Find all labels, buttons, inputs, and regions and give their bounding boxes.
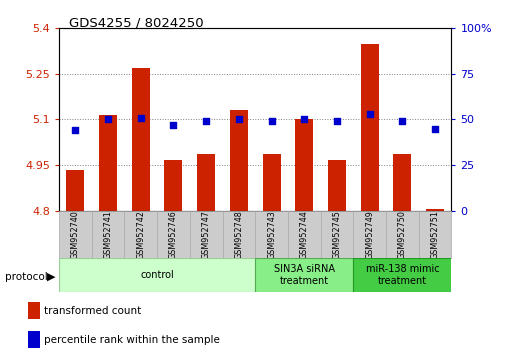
Bar [99, 115, 117, 211]
Bar [157, 211, 190, 258]
Bar [165, 160, 183, 211]
Bar [197, 154, 215, 211]
Bar [92, 211, 125, 258]
Bar [295, 120, 313, 211]
Bar [28, 302, 40, 319]
Point [431, 126, 439, 131]
Bar [59, 258, 255, 292]
Text: GDS4255 / 8024250: GDS4255 / 8024250 [69, 17, 204, 30]
Bar [328, 160, 346, 211]
Text: transformed count: transformed count [44, 306, 141, 316]
Bar [361, 44, 379, 211]
Bar [419, 211, 451, 258]
Bar [59, 211, 92, 258]
Text: GSM952744: GSM952744 [300, 210, 309, 259]
Bar [353, 211, 386, 258]
Bar [124, 211, 157, 258]
Point [235, 117, 243, 122]
Text: miR-138 mimic
treatment: miR-138 mimic treatment [366, 264, 439, 286]
Text: GSM952742: GSM952742 [136, 210, 145, 259]
Bar [28, 331, 40, 348]
Text: protocol: protocol [5, 272, 48, 282]
Point [71, 127, 80, 133]
Text: GSM952740: GSM952740 [71, 210, 80, 259]
Text: GSM952751: GSM952751 [430, 210, 440, 259]
Point [104, 117, 112, 122]
Bar [255, 211, 288, 258]
Text: GSM952750: GSM952750 [398, 210, 407, 259]
Bar [132, 68, 150, 211]
Point [267, 119, 275, 124]
Bar [66, 170, 84, 211]
Point [333, 119, 341, 124]
Bar [190, 211, 223, 258]
Text: GSM952747: GSM952747 [202, 210, 211, 259]
Bar [393, 154, 411, 211]
Text: GSM952746: GSM952746 [169, 210, 178, 259]
Text: GSM952745: GSM952745 [332, 210, 342, 259]
Bar [321, 211, 353, 258]
Bar [353, 258, 451, 292]
Text: GSM952749: GSM952749 [365, 210, 374, 259]
Point [202, 119, 210, 124]
Text: GSM952741: GSM952741 [104, 210, 112, 259]
Text: GSM952743: GSM952743 [267, 210, 276, 259]
Point [169, 122, 177, 128]
Text: ▶: ▶ [47, 272, 56, 282]
Point [136, 115, 145, 120]
Bar [263, 154, 281, 211]
Bar [223, 211, 255, 258]
Bar [288, 211, 321, 258]
Text: percentile rank within the sample: percentile rank within the sample [44, 335, 220, 344]
Bar [255, 258, 353, 292]
Bar [426, 209, 444, 211]
Text: SIN3A siRNA
treatment: SIN3A siRNA treatment [274, 264, 335, 286]
Bar [386, 211, 419, 258]
Text: control: control [140, 270, 174, 280]
Point [398, 119, 406, 124]
Point [366, 111, 374, 117]
Text: GSM952748: GSM952748 [234, 210, 243, 259]
Point [300, 117, 308, 122]
Bar [230, 110, 248, 211]
